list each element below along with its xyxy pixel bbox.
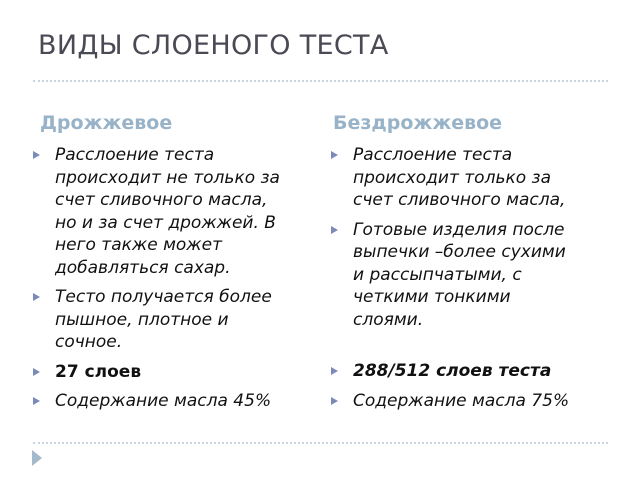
text-line: происходит не только за (55, 167, 280, 188)
text-line: сочное. (55, 332, 123, 352)
text-line: четкими тонкими (353, 287, 511, 307)
text-line: Тесто получается более (55, 287, 272, 307)
right-column-heading: Бездрожжевое (333, 112, 503, 134)
text-line: выпечки –более сухими (353, 242, 566, 262)
text-line: и рассыпчатыми, с (353, 264, 522, 285)
list-item: Расслоение теста происходит не только за… (33, 144, 280, 279)
bullet-icon (33, 367, 40, 376)
slide-title: ВИДЫ СЛОЕНОГО ТЕСТА (38, 30, 389, 61)
list-item: Содержание масла 75% (331, 390, 569, 413)
text-line: счет сливочного масла, (55, 190, 268, 210)
text-line: добавляться сахар. (55, 257, 231, 278)
list-item: Тесто получается более пышное, плотное и… (33, 286, 280, 354)
text-line: 288/512 слоев теста (353, 361, 552, 381)
text-line: Расслоение теста (55, 145, 215, 165)
bullet-icon (33, 151, 40, 159)
list-item: Готовые изделия после выпечки –более сух… (331, 219, 569, 332)
text-line: него также может (55, 235, 222, 255)
text-line: происходит только за (353, 167, 551, 188)
bullet-icon (331, 225, 338, 234)
text-line: пышное, плотное и (55, 309, 229, 330)
text-line: 27 слоев (55, 361, 142, 382)
text-line: слоями. (353, 309, 424, 330)
left-column-heading: Дрожжевое (40, 112, 173, 134)
bullet-icon (331, 396, 338, 405)
slide-nav-arrow-icon[interactable] (32, 450, 42, 466)
top-divider (33, 80, 608, 82)
bullet-icon (33, 293, 40, 301)
text-line: Расслоение теста (353, 145, 513, 165)
right-column: Расслоение теста происходит только за сч… (331, 144, 569, 419)
bullet-icon (33, 397, 40, 405)
left-column: Расслоение теста происходит не только за… (33, 144, 280, 420)
bullet-icon (331, 367, 338, 375)
list-item: Содержание масла 45% (33, 390, 280, 413)
list-item: 288/512 слоев теста (331, 360, 569, 383)
bullet-icon (331, 151, 338, 159)
text-line: счет сливочного масла, (353, 190, 566, 210)
text-line: Готовые изделия после (353, 219, 565, 240)
list-item: Расслоение теста происходит только за сч… (331, 144, 569, 212)
text-line: Содержание масла 45% (55, 391, 272, 411)
text-line: но и за счет дрожжей. В (55, 212, 276, 233)
list-item: 27 слоев (33, 361, 280, 384)
bottom-divider (33, 442, 608, 444)
text-line: Содержание масла 75% (353, 390, 570, 411)
